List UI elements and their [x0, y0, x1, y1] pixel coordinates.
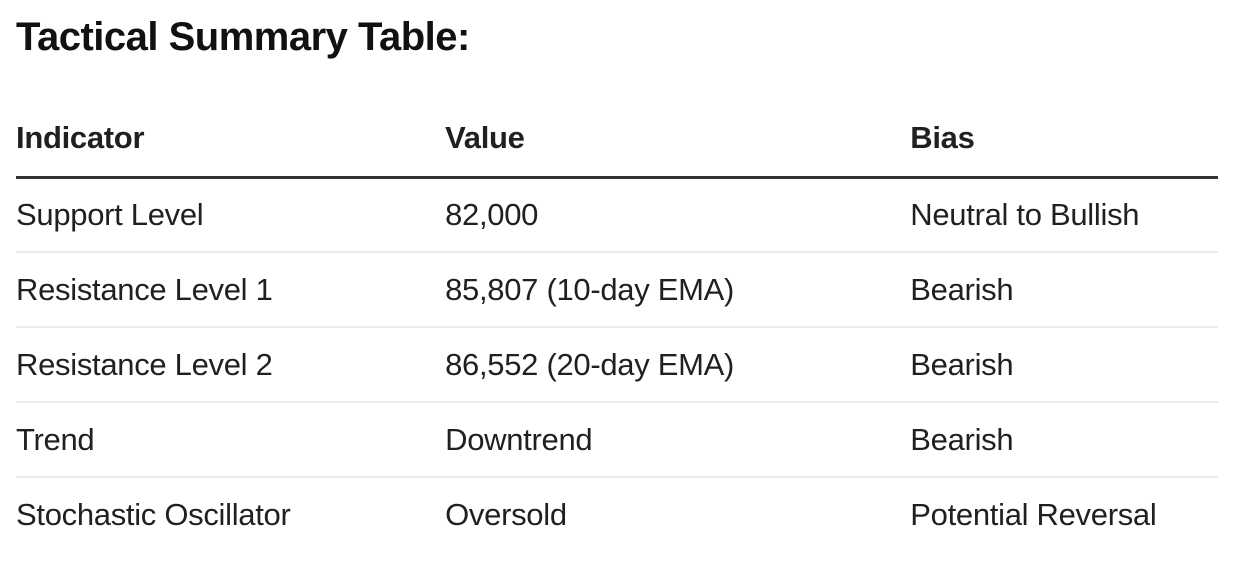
cell-value: 82,000 — [445, 177, 911, 253]
table-row-support-level: Support Level 82,000 Neutral to Bullish — [16, 177, 1218, 253]
cell-value: 86,552 (20-day EMA) — [445, 327, 911, 403]
cell-bias: Bearish — [910, 327, 1218, 403]
cell-bias: Potential Reversal — [910, 497, 1157, 532]
cell-bias: Neutral to Bullish — [910, 177, 1218, 253]
table-row-resistance-level-1: Resistance Level 1 85,807 (10-day EMA) B… — [16, 252, 1218, 328]
tactical-summary-table: Indicator Value Bias Support Level 82,00… — [16, 100, 1218, 552]
cell-value: Oversold — [445, 497, 567, 532]
table-row-trend: Trend Downtrend Bearish — [16, 402, 1218, 478]
cell-indicator: Resistance Level 2 — [16, 327, 446, 403]
cell-indicator: Stochastic Oscillator — [16, 497, 291, 532]
page-title: Tactical Summary Table: — [16, 15, 470, 59]
cell-indicator: Trend — [16, 402, 446, 478]
column-header-bias: Bias — [910, 100, 1218, 179]
column-header-value: Value — [445, 100, 911, 179]
column-header-indicator: Indicator — [16, 100, 446, 179]
cell-indicator: Support Level — [16, 177, 446, 253]
cell-indicator: Resistance Level 1 — [16, 252, 446, 328]
table-row-resistance-level-2: Resistance Level 2 86,552 (20-day EMA) B… — [16, 327, 1218, 403]
table-row-stochastic-oscillator: Stochastic Oscillator Oversold Potential… — [16, 477, 1218, 552]
table-header-row: Indicator Value Bias — [16, 100, 1218, 179]
cell-bias: Bearish — [910, 252, 1218, 328]
cell-value: 85,807 (10-day EMA) — [445, 252, 911, 328]
cell-value: Downtrend — [445, 402, 911, 478]
cell-bias: Bearish — [910, 402, 1218, 478]
article-section: Tactical Summary Table: Indicator Value … — [0, 14, 1234, 552]
